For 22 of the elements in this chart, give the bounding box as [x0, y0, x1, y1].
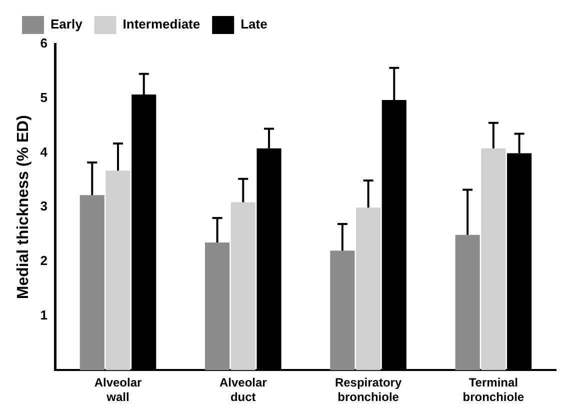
- legend-label: Early: [50, 16, 84, 32]
- y-tick-label: 3: [40, 198, 48, 214]
- bar: [481, 148, 506, 370]
- bar: [106, 170, 130, 370]
- y-tick-label: 4: [40, 144, 48, 160]
- legend-label: Late: [240, 16, 268, 32]
- y-tick-label: 1: [40, 307, 48, 322]
- y-tick-label: 5: [40, 90, 48, 105]
- bar: [230, 202, 256, 370]
- y-axis-title: Medial thickness (% ED): [15, 115, 32, 300]
- legend-label: Intermediate: [122, 16, 200, 32]
- x-tick-label: Respiratory bronchiole: [334, 376, 402, 404]
- bar: [80, 195, 104, 370]
- bar: [455, 234, 480, 370]
- x-tick-label: Alveolar wall: [94, 376, 142, 404]
- bar: [330, 250, 355, 370]
- y-tick-label: 2: [40, 253, 48, 268]
- bar: [356, 208, 381, 370]
- x-tick-label: Alveolar duct: [219, 376, 268, 404]
- bar: [204, 242, 230, 370]
- y-tick-label: 6: [40, 36, 48, 51]
- x-tick-label: Terminal bronchiole: [462, 376, 524, 404]
